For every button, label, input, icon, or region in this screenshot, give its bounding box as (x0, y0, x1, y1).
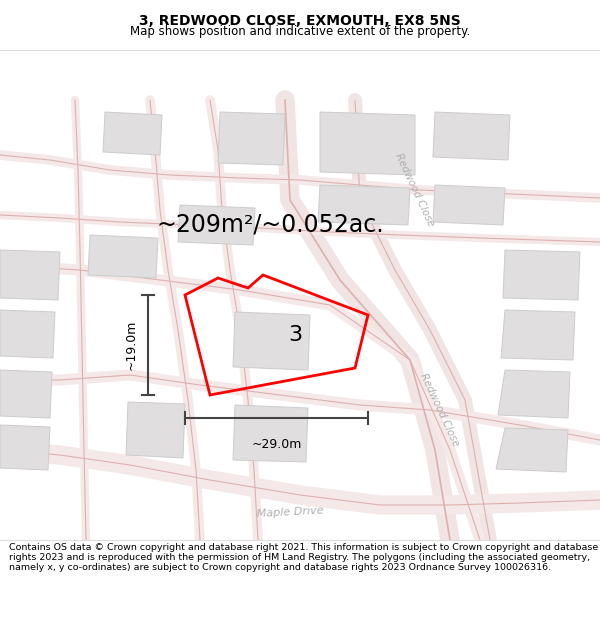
Polygon shape (126, 402, 185, 458)
Polygon shape (0, 370, 52, 418)
Polygon shape (233, 312, 310, 370)
Text: Map shows position and indicative extent of the property.: Map shows position and indicative extent… (130, 24, 470, 38)
Text: Redwood Close: Redwood Close (394, 152, 436, 228)
Polygon shape (503, 250, 580, 300)
Text: Redwood Close: Redwood Close (419, 372, 461, 448)
Text: Contains OS data © Crown copyright and database right 2021. This information is : Contains OS data © Crown copyright and d… (9, 542, 598, 572)
Polygon shape (0, 310, 55, 358)
Text: 3, REDWOOD CLOSE, EXMOUTH, EX8 5NS: 3, REDWOOD CLOSE, EXMOUTH, EX8 5NS (139, 14, 461, 28)
Polygon shape (433, 112, 510, 160)
Polygon shape (433, 185, 505, 225)
Polygon shape (498, 370, 570, 418)
Polygon shape (0, 425, 50, 470)
Polygon shape (496, 428, 568, 472)
Polygon shape (88, 235, 158, 278)
Polygon shape (103, 112, 162, 155)
Polygon shape (501, 310, 575, 360)
Text: ~209m²/~0.052ac.: ~209m²/~0.052ac. (156, 213, 384, 237)
Polygon shape (320, 112, 415, 175)
Polygon shape (218, 112, 285, 165)
Polygon shape (233, 405, 308, 462)
Text: 3: 3 (288, 325, 302, 345)
Text: ~19.0m: ~19.0m (125, 320, 138, 370)
Text: ~29.0m: ~29.0m (251, 438, 302, 451)
Polygon shape (0, 250, 60, 300)
Text: Maple Drive: Maple Drive (256, 505, 324, 519)
Polygon shape (318, 185, 410, 225)
Polygon shape (178, 205, 255, 245)
